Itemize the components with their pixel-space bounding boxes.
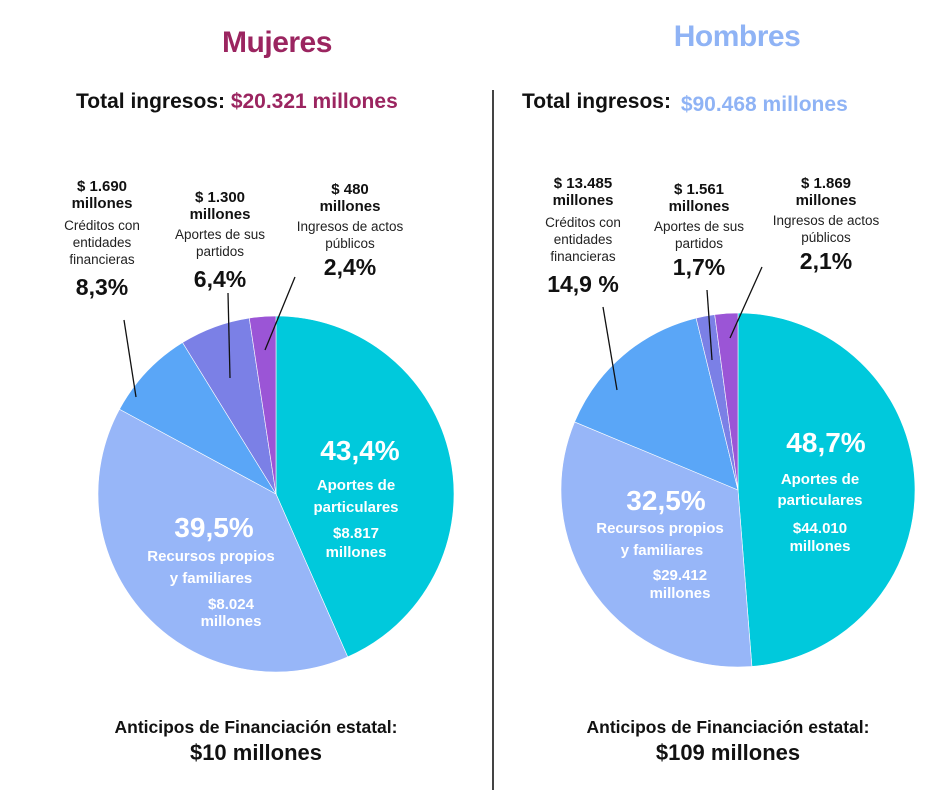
panel-divider: [492, 90, 494, 790]
women-creditos-desc-3: financieras: [69, 252, 135, 267]
women-recursos-label-2: y familiares: [170, 570, 253, 587]
women-publicos-amount: $ 480: [331, 181, 369, 198]
women-footer-line1: Anticipos de Financiación estatal:: [114, 717, 398, 737]
men-partidos-desc-1: Aportes de sus: [653, 219, 745, 234]
men-footer-line2: $109 millones: [655, 740, 801, 765]
women-slice-creditos: [119, 342, 277, 495]
women-creditos-amount: $ 1.690: [76, 178, 128, 195]
women-particulares-label-2: particulares: [313, 499, 398, 516]
men-total-value: $90.468 millones: [680, 93, 848, 116]
women-creditos-desc-2: entidades: [72, 235, 132, 250]
women-particulares-label-1: Aportes de: [317, 477, 395, 494]
women-creditos-unit: millones: [71, 195, 133, 212]
men-creditos-leader: [602, 306, 618, 391]
men-recursos-amount-2: millones: [650, 585, 711, 602]
women-partidos-desc-2: partidos: [195, 244, 245, 259]
women-slice-publicos: [248, 315, 277, 495]
women-publicos-desc-1: Ingresos de actos: [296, 219, 404, 234]
men-publicos-desc-2: públicos: [801, 230, 851, 245]
men-particulares-amount-1: $44.010: [793, 520, 847, 537]
men-particulares-label-1: Aportes de: [781, 471, 859, 488]
women-partidos-unit: millones: [189, 206, 251, 223]
men-partidos-amount: $ 1.561: [673, 181, 725, 198]
women-publicos-unit: millones: [319, 198, 381, 215]
women-slice-particulares: [275, 315, 455, 658]
men-publicos-pct: 2,1%: [799, 248, 853, 274]
men-publicos-unit: millones: [795, 192, 857, 209]
women-creditos-pct: 8,3%: [75, 274, 129, 300]
men-slice-recursos: [560, 421, 753, 668]
men-publicos-desc-1: Ingresos de actos: [772, 213, 880, 228]
women-creditos-leader: [123, 319, 137, 398]
men-partidos-label: $ 1.561 millones Aportes de sus partidos…: [634, 181, 764, 281]
men-recursos-label-1: Recursos propios: [596, 520, 724, 537]
men-particulares-amount-2: millones: [790, 538, 851, 555]
men-recursos-amount-1: $29.412: [653, 567, 707, 584]
women-pie: [97, 315, 455, 673]
men-total: Total ingresos: $90.468 millones: [522, 90, 848, 116]
men-recursos-pct: 32,5%: [626, 485, 705, 516]
women-particulares-amount-2: millones: [326, 544, 387, 561]
women-publicos-desc-2: públicos: [325, 236, 375, 251]
women-partidos-amount: $ 1.300: [194, 189, 246, 206]
women-recursos-pct: 39,5%: [174, 512, 253, 543]
men-title: Hombres: [673, 20, 801, 53]
women-partidos-desc-1: Aportes de sus: [174, 227, 266, 242]
men-slice-creditos: [574, 317, 739, 491]
women-particulares-pct: 43,4%: [320, 435, 399, 466]
women-slice-recursos: [97, 408, 349, 673]
women-publicos-label: $ 480 millones Ingresos de actos público…: [280, 181, 420, 281]
women-total-label: Total ingresos:: [76, 90, 225, 113]
men-total-label: Total ingresos:: [522, 90, 671, 113]
men-creditos-amount: $ 13.485: [553, 175, 613, 192]
women-creditos-label: $ 1.690 millones Créditos con entidades …: [42, 178, 162, 301]
women-publicos-pct: 2,4%: [323, 254, 377, 280]
men-creditos-pct: 14,9 %: [547, 271, 619, 297]
women-total-value: $20.321 millones: [230, 90, 398, 113]
women-partidos-pct: 6,4%: [193, 266, 247, 292]
women-recursos-label-1: Recursos propios: [147, 548, 275, 565]
men-publicos-label: $ 1.869 millones Ingresos de actos públi…: [756, 175, 896, 275]
women-creditos-desc-1: Créditos con: [64, 218, 140, 233]
men-publicos-leader: [729, 266, 763, 339]
men-creditos-desc-3: financieras: [550, 249, 616, 264]
men-slice-particulares: [737, 312, 916, 667]
women-recursos-amount-1: $8.024: [208, 596, 255, 613]
men-creditos-unit: millones: [552, 192, 614, 209]
women-publicos-leader: [264, 276, 296, 351]
men-partidos-leader: [706, 289, 713, 361]
men-partidos-desc-2: partidos: [674, 236, 724, 251]
men-footer-line1: Anticipos de Financiación estatal:: [586, 717, 870, 737]
men-particulares-label-2: particulares: [777, 492, 862, 509]
men-partidos-pct: 1,7%: [672, 254, 726, 280]
women-particulares-amount-1: $8.817: [333, 525, 379, 542]
men-creditos-label: $ 13.485 millones Créditos con entidades…: [518, 175, 648, 298]
women-recursos-amount-2: millones: [201, 613, 262, 630]
men-slice-publicos: [714, 312, 739, 491]
men-creditos-desc-2: entidades: [553, 232, 613, 247]
men-creditos-desc-1: Créditos con: [545, 215, 621, 230]
men-recursos-label-2: y familiares: [621, 542, 704, 559]
women-title: Mujeres: [222, 26, 332, 59]
men-particulares-pct: 48,7%: [786, 427, 865, 458]
men-footer: Anticipos de Financiación estatal: $109 …: [518, 717, 938, 766]
men-pie: [560, 312, 916, 668]
men-publicos-amount: $ 1.869: [800, 175, 852, 192]
women-partidos-leader: [227, 292, 231, 379]
women-partidos-label: $ 1.300 millones Aportes de sus partidos…: [160, 189, 280, 293]
women-footer-line2: $10 millones: [189, 740, 323, 765]
women-footer: Anticipos de Financiación estatal: $10 m…: [46, 717, 466, 766]
men-partidos-unit: millones: [668, 198, 730, 215]
women-total: Total ingresos: $20.321 millones: [76, 90, 398, 114]
